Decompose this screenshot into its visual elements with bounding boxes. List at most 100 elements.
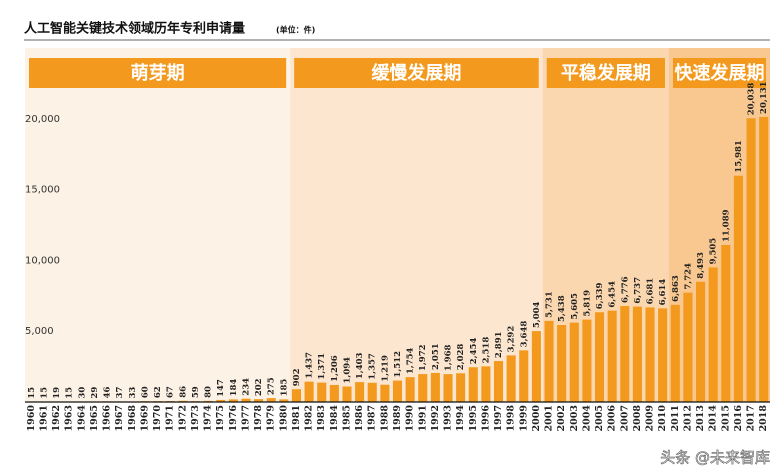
x-tick-label: 1963 [64,405,75,431]
bar [481,366,491,402]
x-tick-label: 1990 [405,405,416,432]
x-tick-label: 1968 [127,405,138,432]
value-label: 234 [241,378,251,396]
value-label: 80 [204,386,214,398]
value-label: 2,454 [469,338,479,365]
value-label: 19 [52,387,62,399]
bar [216,399,226,402]
phase-label: 快速发展期 [674,62,764,84]
bar [279,399,289,402]
x-tick-label: 1982 [304,405,315,431]
bar [519,350,529,402]
value-label: 1,094 [342,357,352,384]
value-label: 33 [128,387,138,399]
x-tick-label: 1985 [341,405,352,431]
value-label: 1,219 [380,355,390,382]
value-label: 30 [77,387,87,399]
value-label: 8,493 [696,252,706,279]
phase-header [294,58,539,88]
y-tick-label: 10,000 [25,255,60,266]
x-tick-label: 1979 [266,405,277,432]
phase-backgrounds: 萌芽期 缓慢发展期 平稳发展期 快速发展期 [25,48,770,402]
value-label: 6,776 [620,276,630,303]
x-tick-label: 1983 [316,405,327,431]
chart-title: 人工智能关键技术领域历年专利申请量 [24,21,245,37]
value-label: 86 [178,386,188,398]
x-tick-label: 1992 [430,405,441,431]
x-tick-label: 1981 [291,405,302,431]
value-label: 5,004 [532,301,542,328]
bar [329,384,339,402]
phase-header [546,58,665,88]
x-tick-label: 2015 [720,405,731,431]
value-label: 6,681 [646,278,656,305]
phase-label: 萌芽期 [131,62,185,84]
x-tick-label: 2002 [556,405,567,431]
bar [493,361,504,402]
x-tick-label: 2016 [733,405,744,432]
value-label: 1,754 [406,347,416,374]
value-label: 184 [229,379,239,397]
x-tick-label: 1970 [152,405,163,432]
x-tick-label: 1961 [38,405,49,431]
value-label: 147 [216,379,226,397]
x-tick-label: 2005 [594,405,605,431]
value-label: 2,891 [494,331,504,358]
x-tick-label: 1995 [468,405,479,431]
value-label: 1,512 [393,351,403,378]
watermark: 头条 @未来智库 [660,449,770,467]
x-tick-label: 1962 [51,405,62,431]
bar [531,331,541,402]
bar [733,175,743,402]
bar [241,398,251,402]
x-tick-label: 1969 [139,405,150,432]
bar [557,324,567,402]
phase-label: 缓慢发展期 [371,62,461,84]
bar [254,399,264,402]
value-label: 2,518 [481,337,491,364]
value-label: 59 [191,386,201,398]
bar [569,322,579,402]
value-label: 1,357 [368,353,378,380]
value-label: 62 [153,386,163,398]
chart-subtitle: (单位：件) [276,25,315,35]
x-tick-label: 2009 [645,405,656,432]
x-tick-label: 2003 [569,405,580,431]
x-tick-label: 1977 [240,405,251,431]
bar [632,306,642,402]
x-tick-label: 2018 [758,405,769,432]
x-tick-label: 2010 [657,405,668,432]
bar [430,372,440,402]
bar [620,306,630,402]
value-label: 7,724 [683,263,693,290]
bar [721,244,731,402]
x-tick-label: 1997 [493,405,504,431]
bar [178,400,188,402]
x-tick-label: 1971 [165,405,176,431]
bar [228,399,238,402]
phase-header [672,58,766,88]
x-tick-label: 1994 [455,405,466,432]
bar [582,319,592,402]
value-label: 1,403 [355,352,365,379]
x-tick-label: 1972 [177,405,188,431]
x-tick-label: 1988 [379,405,390,432]
value-label: 902 [292,368,302,386]
bar [266,398,276,402]
bar [468,367,478,402]
x-tick-label: 1967 [114,405,125,431]
y-tick-label: 15,000 [25,185,60,196]
x-tick-label: 1964 [76,405,87,432]
bar [506,355,516,402]
bar [380,384,390,402]
x-tick-label: 2011 [670,405,681,431]
x-tick-label: 1999 [518,405,529,432]
x-tick-label: 1993 [443,405,454,431]
x-tick-label: 1973 [190,405,201,431]
value-label: 29 [90,387,100,399]
plot: 5,00010,00015,00020,00015196015196119196… [25,81,770,467]
x-tick-label: 1980 [278,405,289,432]
x-tick-label: 2014 [708,405,719,432]
value-label: 6,339 [595,283,605,310]
